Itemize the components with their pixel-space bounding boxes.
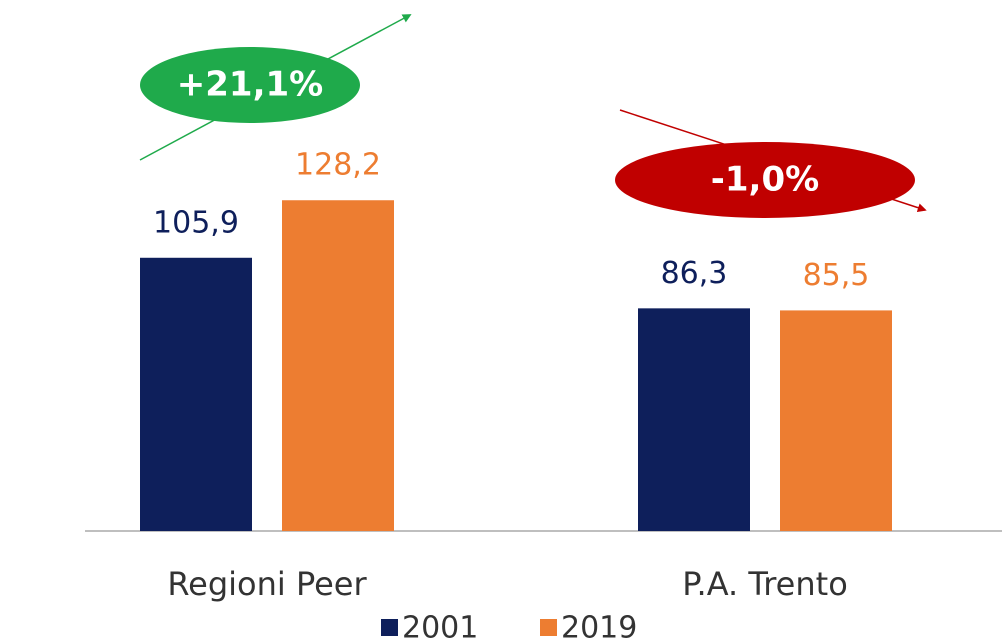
annotation-badge [140, 47, 360, 123]
x-tick-label: P.A. Trento [682, 565, 848, 603]
bar [140, 257, 252, 531]
bar [282, 200, 394, 531]
annotation-text: -1,0% [711, 160, 819, 200]
value-label: 105,9 [153, 205, 239, 240]
value-label: 128,2 [295, 148, 381, 183]
annotation-badge [615, 142, 915, 218]
legend-label: 2019 [561, 611, 637, 640]
legend-label: 2001 [402, 611, 478, 640]
bar [638, 308, 750, 531]
legend-swatch [540, 619, 557, 636]
annotation-text: +21,1% [177, 65, 323, 105]
value-label: 85,5 [803, 258, 870, 293]
x-tick-label: Regioni Peer [167, 565, 367, 603]
bar [780, 310, 892, 531]
legend-swatch [381, 619, 398, 636]
value-label: 86,3 [661, 256, 728, 291]
